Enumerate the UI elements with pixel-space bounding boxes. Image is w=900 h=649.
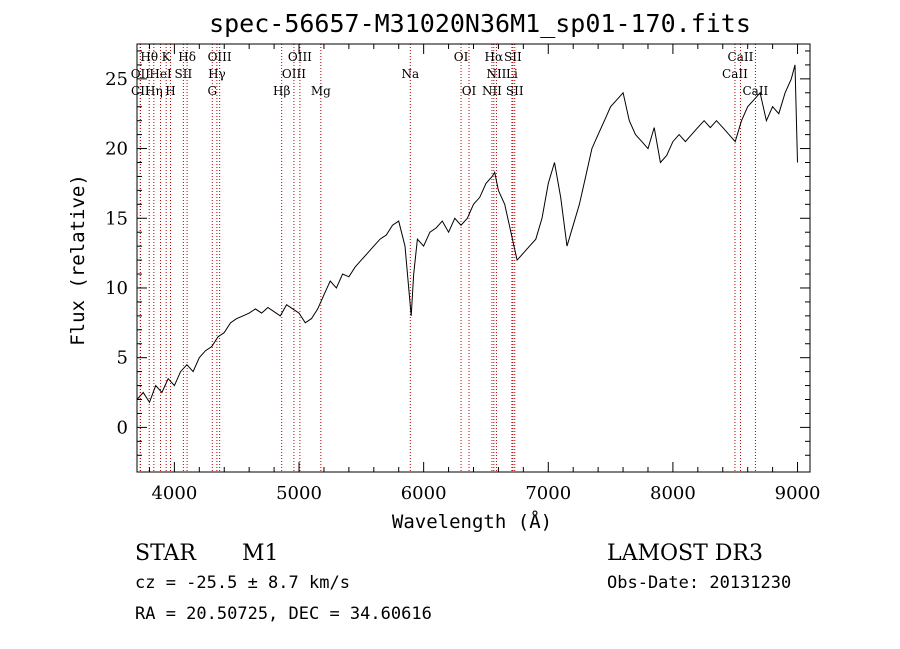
emission-line-label: K bbox=[162, 50, 172, 64]
x-tick-label: 8000 bbox=[650, 483, 696, 504]
emission-line-label: Hδ bbox=[178, 50, 196, 64]
y-tick-label: 25 bbox=[105, 69, 128, 90]
emission-line-markers bbox=[139, 44, 756, 472]
plot-frame bbox=[136, 43, 811, 473]
emission-line-label: CaII bbox=[722, 67, 748, 81]
emission-line-label: Hγ bbox=[208, 67, 226, 81]
emission-line-label: Hα bbox=[485, 50, 504, 64]
emission-line-label: CaII bbox=[728, 50, 754, 64]
y-tick-label: 5 bbox=[117, 348, 128, 369]
emission-line-label: SII bbox=[506, 84, 524, 98]
emission-line-label: G bbox=[207, 84, 217, 98]
object-class: STAR bbox=[135, 541, 197, 566]
emission-line-label: OIII bbox=[282, 67, 306, 81]
emission-line-label: OIII bbox=[288, 50, 312, 64]
emission-line-label: OI bbox=[462, 84, 477, 98]
emission-line-label: Na bbox=[401, 67, 419, 81]
coordinates: RA = 20.50725, DEC = 34.60616 bbox=[135, 604, 432, 624]
emission-line-label: Hβ bbox=[273, 84, 290, 98]
emission-line-label: OII bbox=[131, 67, 151, 81]
x-tick-label: 6000 bbox=[401, 483, 447, 504]
emission-line-label: NII bbox=[482, 84, 502, 98]
emission-line-label: SII bbox=[175, 67, 193, 81]
emission-line-label: Mg bbox=[311, 84, 331, 98]
observation-date: Obs-Date: 20131230 bbox=[607, 573, 791, 593]
spectrum-series bbox=[136, 64, 798, 404]
emission-line-label: HeI bbox=[149, 67, 172, 81]
emission-line-label: CII bbox=[131, 84, 150, 98]
y-tick-label: 10 bbox=[105, 278, 128, 299]
survey-name: LAMOST DR3 bbox=[607, 541, 763, 566]
y-axis-label: Flux (relative) bbox=[67, 174, 89, 346]
emission-line-label: OIII bbox=[208, 50, 232, 64]
object-subclass: M1 bbox=[242, 541, 279, 566]
x-tick-label: 7000 bbox=[525, 483, 571, 504]
chart-title: spec-56657-M31020N36M1_sp01-170.fits bbox=[209, 9, 751, 38]
redshift-cz: cz = -25.5 ± 8.7 km/s bbox=[135, 573, 350, 593]
y-tick-label: 15 bbox=[105, 208, 128, 229]
emission-line-label: OI bbox=[454, 50, 469, 64]
y-tick-label: 0 bbox=[117, 417, 128, 438]
emission-line-label: Hθ bbox=[140, 50, 158, 64]
x-axis-label: Wavelength (Å) bbox=[392, 510, 552, 533]
emission-line-label: CaII bbox=[742, 84, 768, 98]
emission-line-label: H bbox=[165, 84, 175, 98]
emission-line-label: SII bbox=[504, 50, 522, 64]
x-tick-label: 5000 bbox=[276, 483, 322, 504]
x-tick-label: 9000 bbox=[775, 483, 821, 504]
emission-line-label: NII bbox=[486, 67, 506, 81]
emission-line-label: Hη bbox=[145, 84, 163, 98]
emission-line-label: Li bbox=[506, 67, 518, 81]
x-tick-label: 4000 bbox=[151, 483, 197, 504]
axis-ticks: 4000 5000 6000 7000 8000 9000 0 5 10 15 20 25 bbox=[105, 44, 820, 504]
y-tick-label: 20 bbox=[105, 139, 128, 160]
